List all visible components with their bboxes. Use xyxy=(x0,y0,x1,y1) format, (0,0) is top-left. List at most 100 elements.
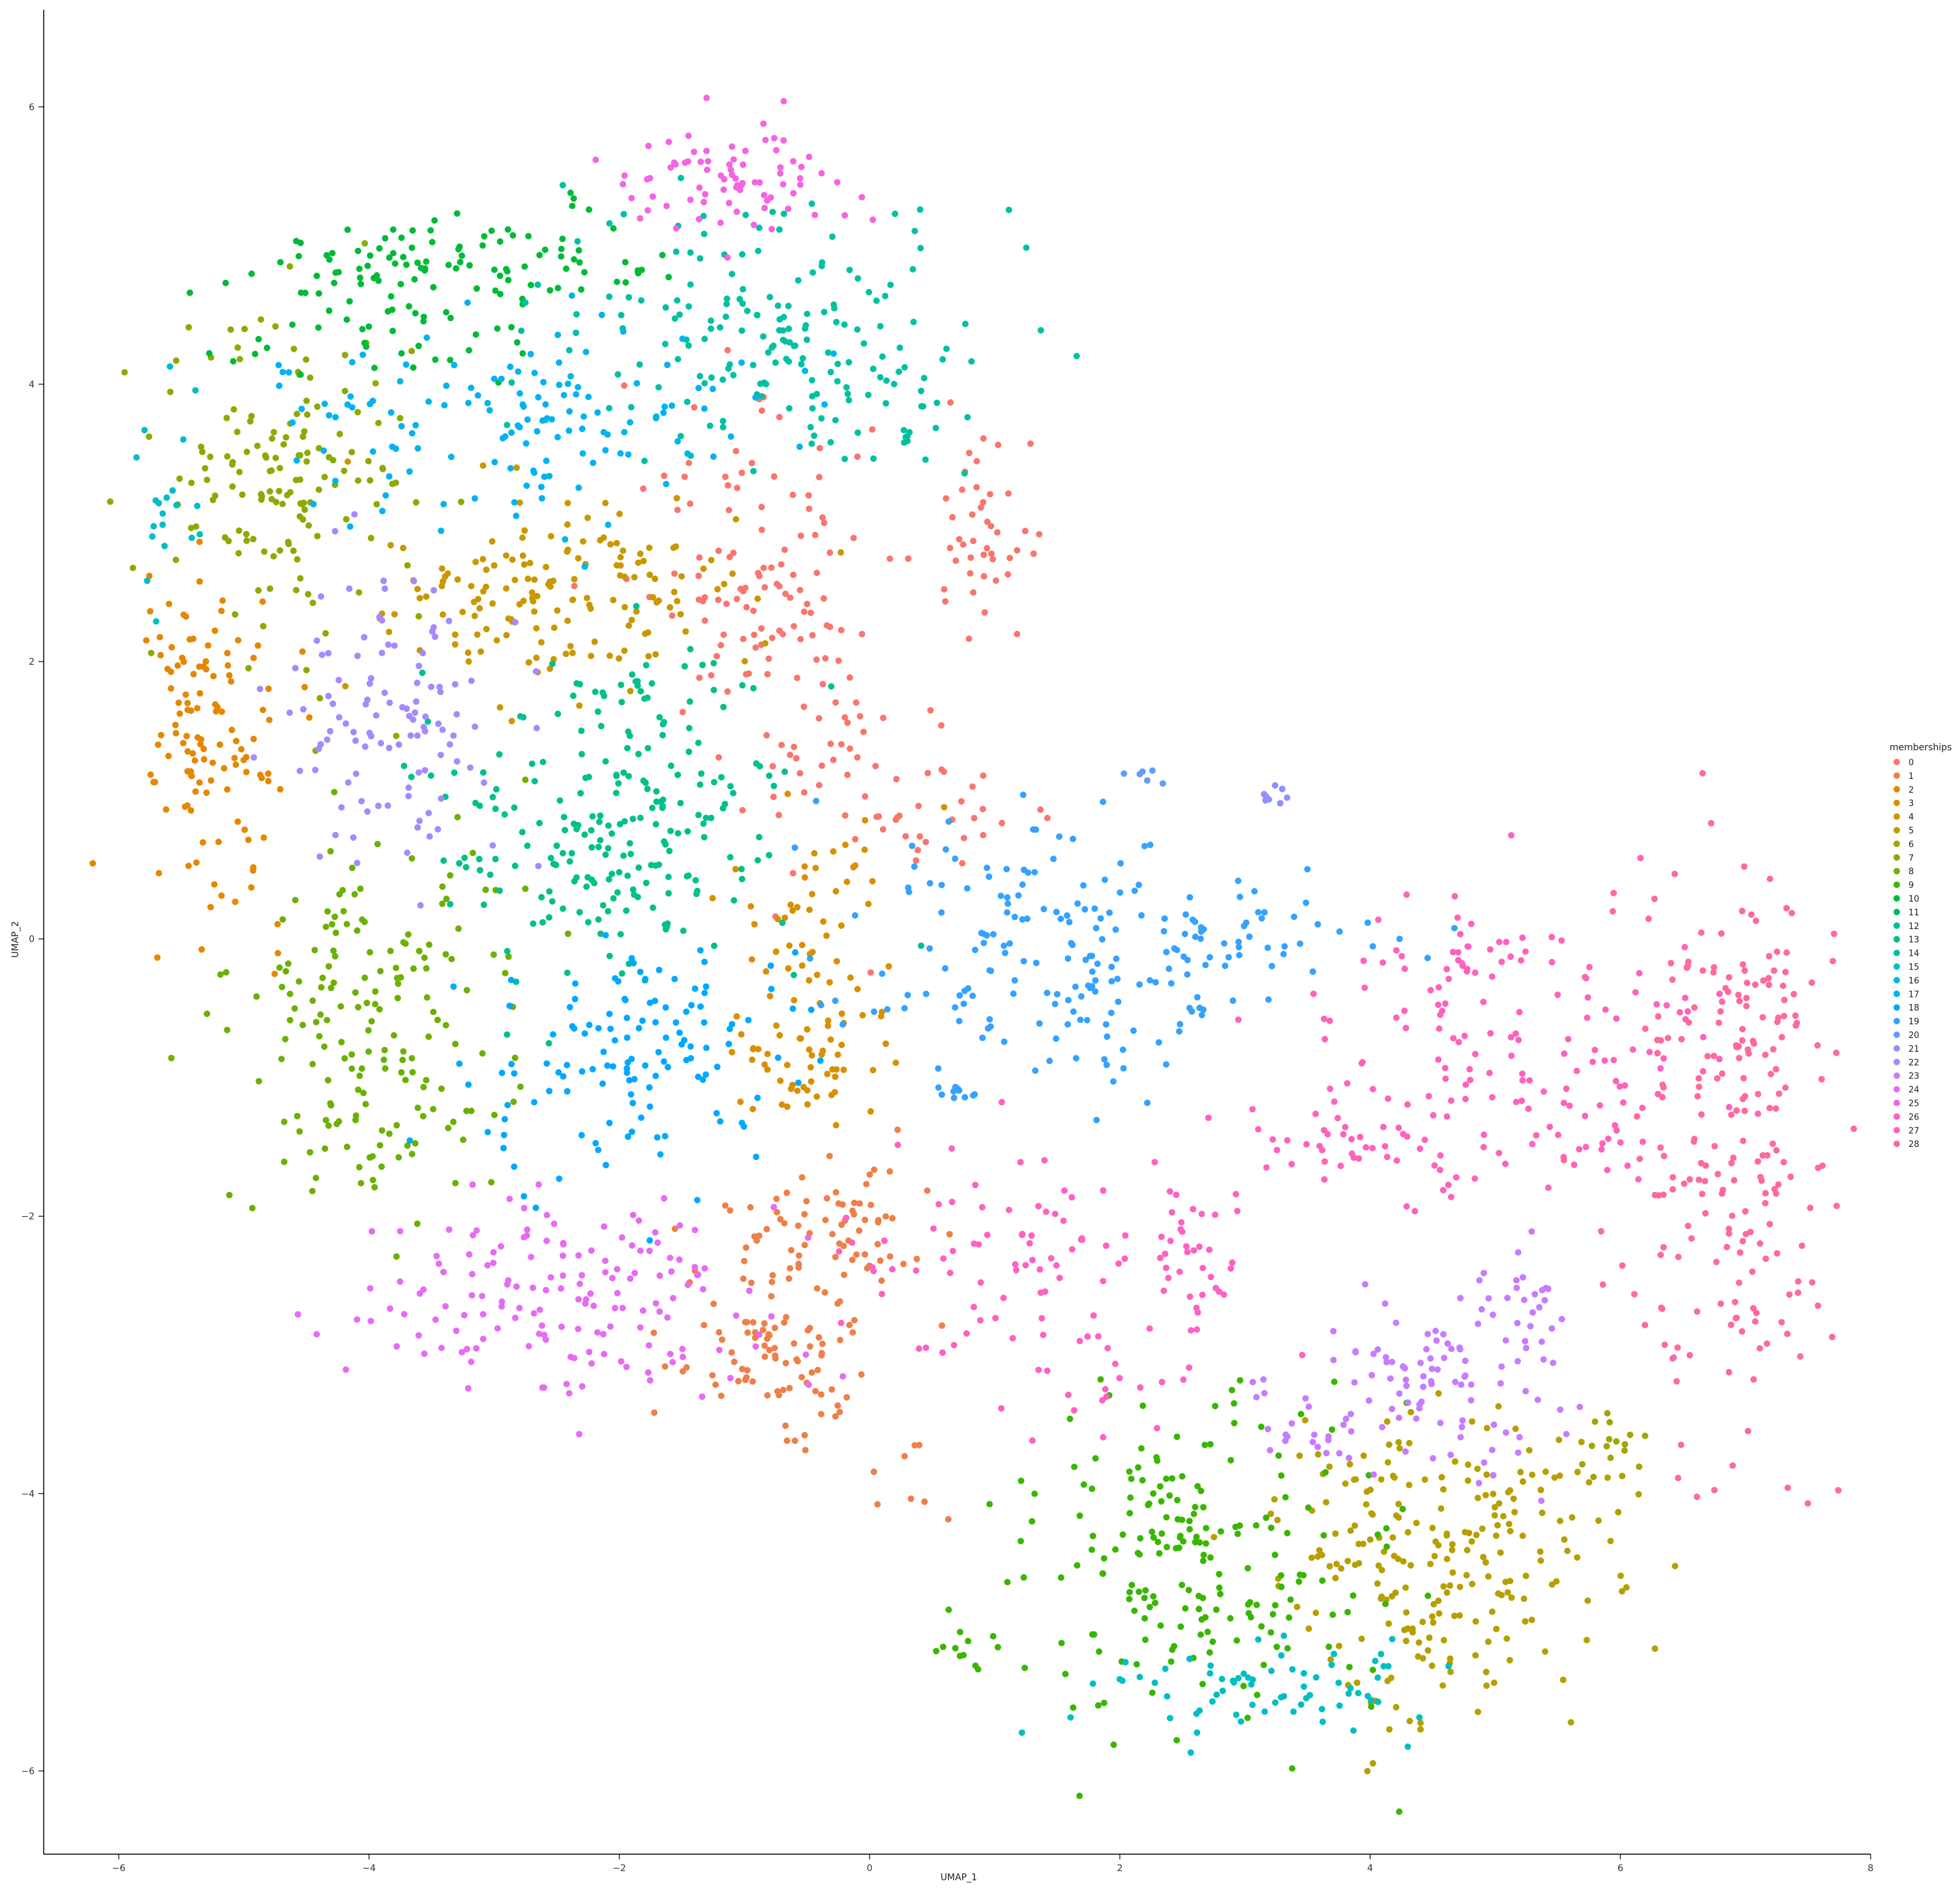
data-point xyxy=(248,884,255,891)
data-point xyxy=(365,1027,372,1034)
series-25 xyxy=(1560,770,1858,1507)
data-point xyxy=(1504,1589,1511,1596)
data-point xyxy=(1355,1690,1362,1697)
data-point xyxy=(1433,1337,1440,1344)
data-point xyxy=(701,1265,708,1272)
data-point xyxy=(802,322,809,329)
data-point xyxy=(1522,1618,1529,1625)
data-point xyxy=(560,391,567,399)
data-point xyxy=(646,1342,652,1349)
data-point xyxy=(1456,930,1464,938)
data-point xyxy=(1548,1325,1556,1332)
data-point xyxy=(299,433,307,440)
data-point xyxy=(1305,1625,1312,1632)
data-point xyxy=(318,984,325,991)
data-point xyxy=(327,1102,335,1109)
data-point xyxy=(1234,1531,1241,1537)
data-point xyxy=(1493,1625,1500,1632)
data-point xyxy=(639,1307,646,1314)
data-point xyxy=(1542,1468,1549,1475)
data-point xyxy=(1173,1433,1181,1441)
data-point xyxy=(426,833,433,840)
data-point xyxy=(1351,1379,1358,1386)
data-point xyxy=(609,830,615,837)
data-point xyxy=(414,1105,421,1111)
data-point xyxy=(752,394,759,401)
data-point xyxy=(744,1367,751,1374)
data-point xyxy=(522,440,530,447)
legend-label: 27 xyxy=(1908,1126,1920,1136)
data-point xyxy=(866,1171,873,1178)
data-point xyxy=(743,603,750,611)
data-point xyxy=(699,1286,706,1293)
data-point xyxy=(768,226,776,233)
data-point xyxy=(1162,1665,1169,1672)
data-point xyxy=(1130,1027,1137,1034)
data-point xyxy=(781,914,789,921)
data-point xyxy=(644,207,652,214)
data-point xyxy=(1443,1113,1451,1120)
data-point xyxy=(498,1243,504,1250)
data-point xyxy=(627,688,634,695)
data-point xyxy=(479,1050,486,1057)
data-point xyxy=(686,748,693,755)
data-point xyxy=(623,907,630,914)
data-point xyxy=(732,1312,740,1319)
data-point xyxy=(942,965,949,972)
data-point xyxy=(581,269,588,276)
data-point xyxy=(389,443,396,450)
data-point xyxy=(654,1239,661,1246)
data-point xyxy=(806,1324,813,1332)
data-point xyxy=(821,1289,828,1296)
data-point xyxy=(912,1267,920,1274)
data-point xyxy=(832,998,839,1004)
data-point xyxy=(477,648,485,655)
data-point xyxy=(1793,1020,1800,1027)
data-point xyxy=(198,736,205,743)
data-point xyxy=(211,492,219,499)
data-point xyxy=(338,804,345,811)
data-point xyxy=(1096,1648,1102,1655)
data-point xyxy=(787,594,794,602)
data-point xyxy=(783,1189,791,1197)
data-point xyxy=(748,956,755,963)
data-point xyxy=(1336,928,1343,935)
data-point xyxy=(168,1054,175,1061)
data-point xyxy=(1691,1004,1698,1011)
data-point xyxy=(642,1062,649,1069)
data-point xyxy=(1304,866,1311,873)
data-point xyxy=(445,1125,452,1131)
data-point xyxy=(726,161,733,168)
data-point xyxy=(794,1358,802,1365)
data-point xyxy=(620,769,627,776)
data-point xyxy=(342,515,350,523)
data-point xyxy=(1090,1312,1097,1319)
data-point xyxy=(818,170,825,177)
data-point xyxy=(1380,1123,1387,1131)
legend-swatch xyxy=(1893,963,1900,970)
data-point xyxy=(663,1034,670,1041)
data-point xyxy=(838,1221,845,1228)
data-point xyxy=(580,413,587,420)
data-point xyxy=(1502,1337,1509,1344)
data-point xyxy=(648,680,656,687)
data-point xyxy=(440,1268,447,1275)
data-point xyxy=(297,476,304,483)
data-point xyxy=(1740,1137,1747,1144)
data-point xyxy=(703,1045,710,1052)
data-point xyxy=(807,955,813,962)
data-point xyxy=(223,414,230,421)
data-point xyxy=(1565,1035,1572,1043)
data-point xyxy=(572,980,579,987)
data-point xyxy=(1759,1152,1766,1159)
data-point xyxy=(279,916,286,923)
data-point xyxy=(1194,1729,1201,1736)
data-point xyxy=(230,406,237,413)
data-point xyxy=(1481,1131,1488,1138)
data-point xyxy=(879,353,886,360)
data-point xyxy=(1591,1418,1599,1426)
data-point xyxy=(1053,990,1061,998)
data-point xyxy=(358,1065,365,1072)
data-point xyxy=(365,1048,372,1055)
data-point xyxy=(584,874,592,881)
